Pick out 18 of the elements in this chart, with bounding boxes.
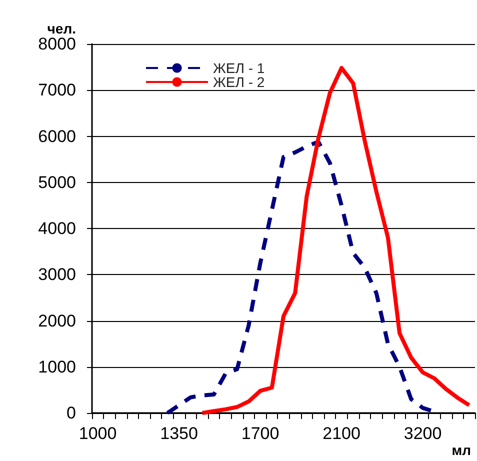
y-tick-label: 5000 <box>38 172 76 192</box>
x-tick-label: 3200 <box>404 424 442 443</box>
y-tick-label: 6000 <box>38 126 76 146</box>
y-tick-label: 7000 <box>38 80 76 100</box>
legend-label: ЖЕЛ - 1 <box>213 60 265 76</box>
y-tick-label: 1000 <box>38 357 76 376</box>
y-tick-label: 3000 <box>38 265 76 284</box>
y-tick-label: 2000 <box>38 311 76 330</box>
y-tick-label: 8000 <box>38 34 76 54</box>
x-tick-label: 1350 <box>160 424 198 443</box>
legend-label: ЖЕЛ - 2 <box>213 74 265 90</box>
y-tick-label: 0 <box>66 404 76 422</box>
x-axis-title: мл <box>452 442 471 458</box>
x-tick-label: 1000 <box>78 424 117 443</box>
x-tick-label: 2100 <box>322 424 360 443</box>
y-tick-label: 4000 <box>38 219 76 238</box>
x-tick-label: 1700 <box>241 424 280 443</box>
y-axis-title: чел. <box>47 20 76 37</box>
